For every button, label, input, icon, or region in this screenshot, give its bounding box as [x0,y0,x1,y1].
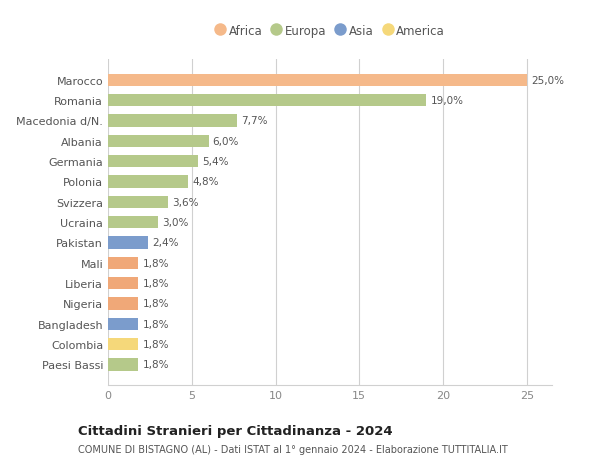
Text: 4,8%: 4,8% [193,177,219,187]
Bar [108,237,148,249]
Bar [108,217,158,229]
Text: 25,0%: 25,0% [531,76,564,85]
Text: 1,8%: 1,8% [142,339,169,349]
Text: 3,0%: 3,0% [163,218,189,228]
Bar [108,95,427,107]
Text: 6,0%: 6,0% [213,136,239,146]
Legend: Africa, Europa, Asia, America: Africa, Europa, Asia, America [211,20,449,42]
Text: 1,8%: 1,8% [142,279,169,288]
Bar [108,318,138,330]
Bar [108,277,138,290]
Text: 1,8%: 1,8% [142,319,169,329]
Bar [108,338,138,351]
Text: 1,8%: 1,8% [142,299,169,309]
Bar [108,74,527,87]
Text: 1,8%: 1,8% [142,258,169,268]
Text: COMUNE DI BISTAGNO (AL) - Dati ISTAT al 1° gennaio 2024 - Elaborazione TUTTITALI: COMUNE DI BISTAGNO (AL) - Dati ISTAT al … [78,444,508,454]
Text: 5,4%: 5,4% [203,157,229,167]
Text: 7,7%: 7,7% [241,116,268,126]
Bar [108,115,237,127]
Bar [108,298,138,310]
Bar [108,257,138,269]
Bar [108,196,169,208]
Text: 2,4%: 2,4% [152,238,179,248]
Text: 3,6%: 3,6% [173,197,199,207]
Bar [108,176,188,188]
Text: 1,8%: 1,8% [142,360,169,369]
Bar [108,135,209,147]
Bar [108,156,199,168]
Text: Cittadini Stranieri per Cittadinanza - 2024: Cittadini Stranieri per Cittadinanza - 2… [78,424,392,437]
Text: 19,0%: 19,0% [431,96,464,106]
Bar [108,358,138,371]
